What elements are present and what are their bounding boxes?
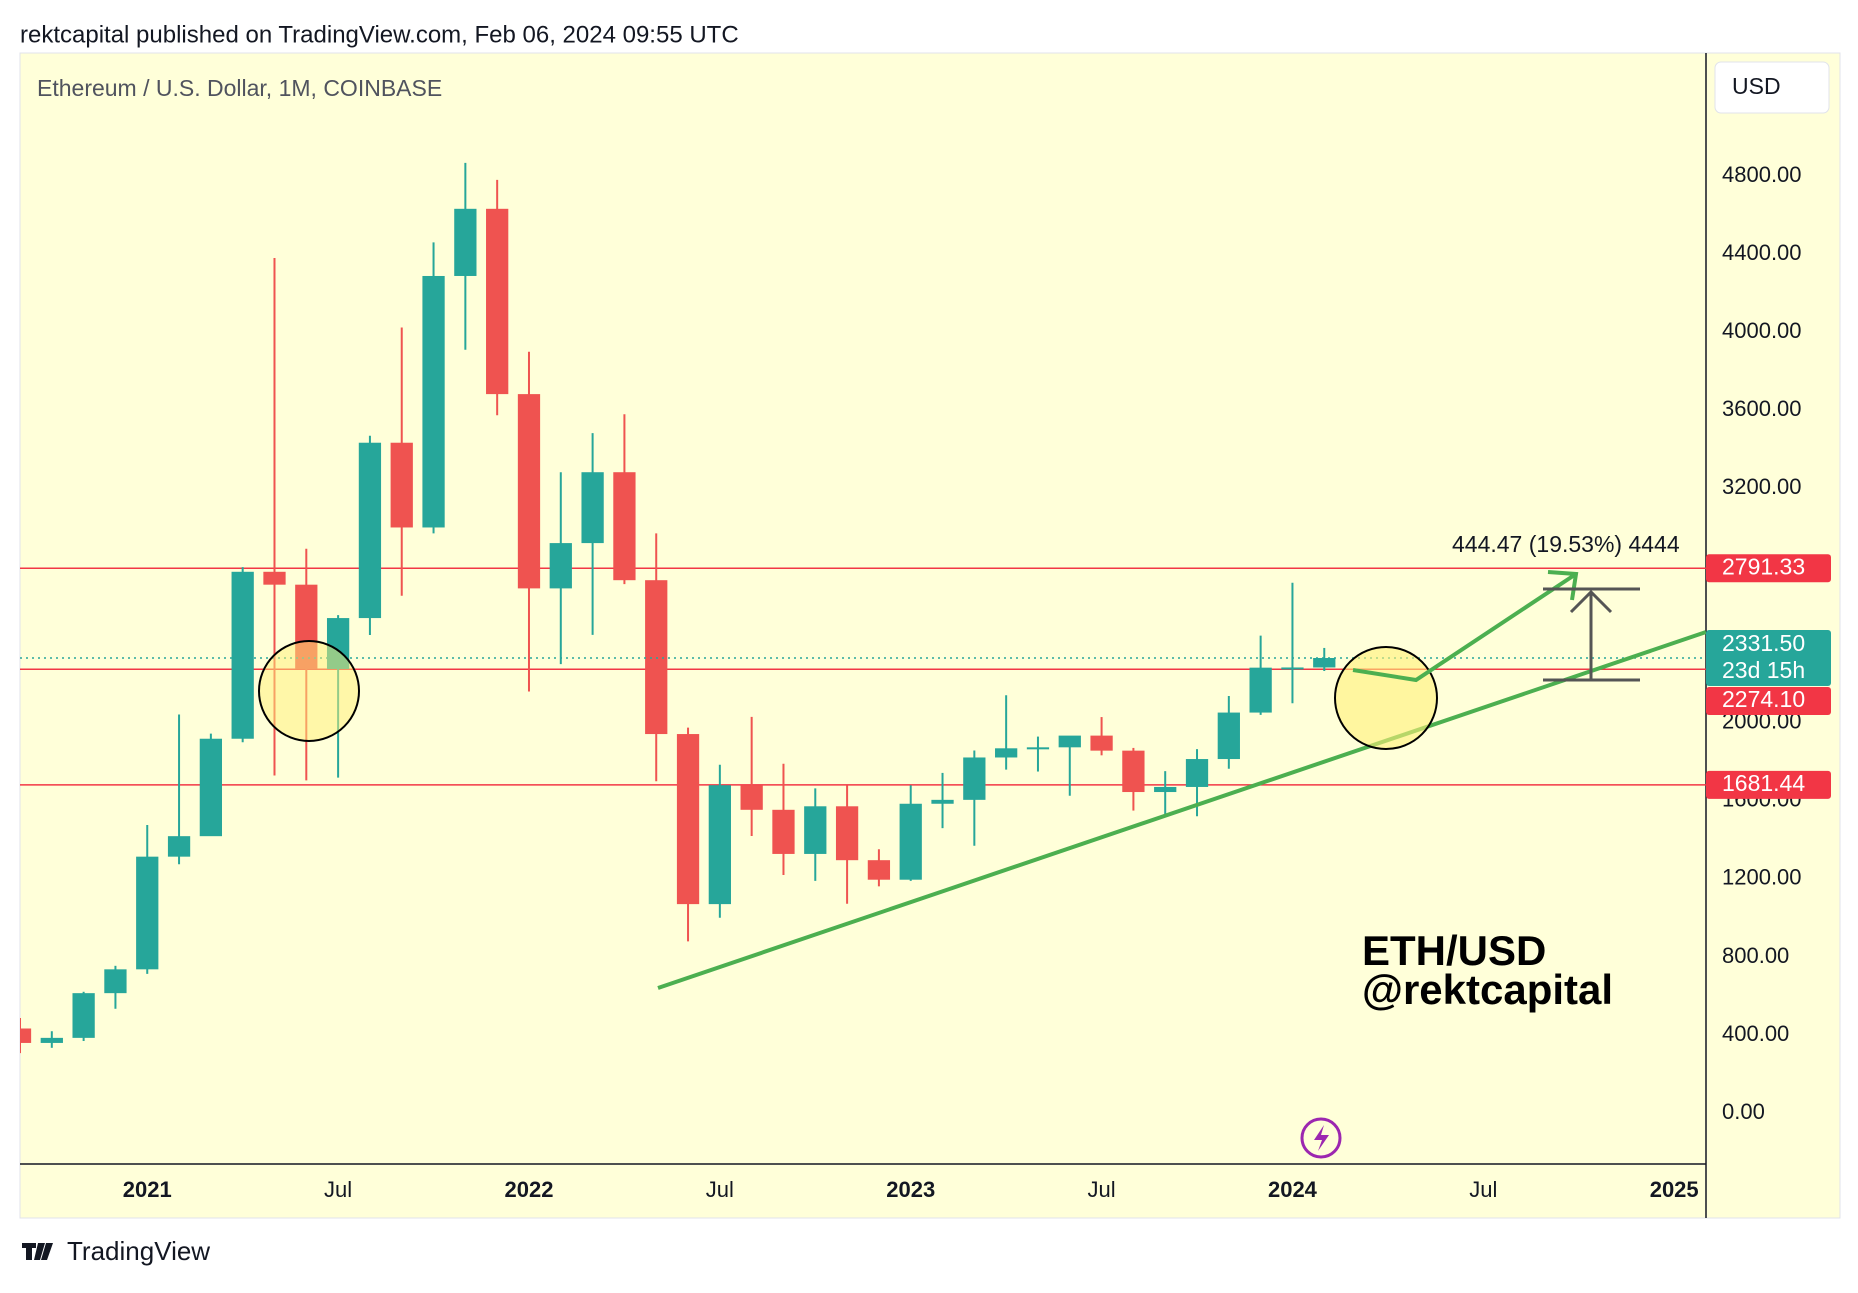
candle-body	[136, 856, 159, 970]
candle-body	[1185, 759, 1209, 787]
arrow-head	[1547, 570, 1579, 601]
logo	[22, 1243, 53, 1260]
footer-logo: TradingView	[22, 1236, 210, 1266]
level-label: 2274.10	[1722, 686, 1805, 712]
y-tick-label: 4400.00	[1722, 240, 1802, 265]
y-tick-label: 0.00	[1722, 1099, 1765, 1124]
candle-body	[613, 472, 636, 581]
candle-body	[104, 969, 127, 994]
chart-background	[19, 52, 1841, 1219]
candle-body	[40, 1037, 63, 1043]
candle-body	[1281, 667, 1304, 670]
y-tick-label: 4000.00	[1722, 318, 1802, 343]
y-tick-label: 3200.00	[1722, 474, 1802, 499]
currency-button[interactable]	[1714, 61, 1830, 114]
projection-arrow	[1352, 572, 1578, 683]
candle-body	[963, 757, 986, 800]
marks	[20, 162, 1706, 1054]
candle-body	[1217, 712, 1240, 760]
candle-body	[517, 394, 541, 589]
candle-body	[20, 1028, 32, 1043]
level-label: 2791.33	[1722, 553, 1805, 579]
watermark: @rektcapital	[1362, 966, 1613, 1013]
candle-body	[231, 571, 254, 739]
header: rektcapital published on TradingView.com…	[20, 21, 739, 48]
watermark: ETH/USD	[1362, 927, 1546, 974]
footer-brand: TradingView	[67, 1236, 210, 1266]
candle-body	[645, 580, 668, 735]
measure-arrow-head	[1569, 589, 1613, 614]
candle-body	[199, 738, 223, 837]
y-tick-label: 800.00	[1722, 943, 1789, 968]
candle-body	[486, 208, 509, 395]
x-tick-label: 2023	[886, 1177, 935, 1202]
level-tag	[1706, 686, 1831, 715]
candle-body	[1154, 786, 1177, 793]
candle-body	[422, 275, 445, 528]
candle-body	[1026, 747, 1050, 750]
candle-body	[549, 543, 572, 589]
x-tick-label: 2024	[1268, 1177, 1318, 1202]
candle-body	[1313, 657, 1336, 668]
x-tick-label: 2025	[1650, 1177, 1699, 1202]
candle-body	[835, 806, 859, 861]
y-tick-label: 3600.00	[1722, 396, 1802, 421]
y-tick-label: 1200.00	[1722, 865, 1802, 890]
candle-body	[676, 734, 700, 905]
candle-body	[708, 785, 731, 905]
event-icon[interactable]	[1300, 1117, 1342, 1159]
candle-body	[1058, 735, 1081, 748]
level-tag	[1706, 770, 1831, 799]
y-tick-label: 4800.00	[1722, 162, 1802, 187]
countdown-label: 23d 15h	[1722, 657, 1805, 683]
candle-body	[581, 472, 604, 544]
candle-body	[167, 836, 191, 857]
candle-body	[740, 785, 763, 810]
last-price-tag	[1706, 629, 1831, 686]
level-label: 1681.44	[1722, 770, 1805, 796]
candle-body	[454, 208, 477, 276]
last-price-label: 2331.50	[1722, 630, 1805, 656]
candle-body	[867, 860, 891, 880]
candle-body	[263, 571, 286, 585]
candle-body	[772, 809, 795, 854]
y-tick-label: 400.00	[1722, 1021, 1789, 1046]
x-tick-label: Jul	[706, 1177, 734, 1202]
highlight-circle	[1334, 646, 1438, 750]
measure-label: 444.47 (19.53%) 4444	[1452, 531, 1680, 557]
candle-body	[1090, 735, 1113, 751]
candle-body	[358, 442, 382, 619]
plot: 444.47 (19.53%) 4444 ETH/USD @rektcapita…	[20, 162, 1706, 1159]
x-tick-label: Jul	[1088, 1177, 1116, 1202]
symbol-title: Ethereum / U.S. Dollar, 1M, COINBASE	[37, 75, 442, 101]
x-tick-label: 2022	[505, 1177, 554, 1202]
candle-body	[1249, 667, 1272, 713]
candle-body	[804, 806, 827, 854]
trendline	[657, 630, 1706, 990]
highlight-circle	[258, 640, 360, 742]
candle-body	[390, 442, 413, 528]
candle-body	[931, 799, 954, 804]
x-tick-label: Jul	[1469, 1177, 1497, 1202]
candle-body	[72, 993, 95, 1038]
level-tag	[1706, 554, 1831, 583]
x-tick-label: Jul	[324, 1177, 352, 1202]
event-icon-bolt	[1314, 1125, 1329, 1151]
currency-label[interactable]: USD	[1732, 73, 1781, 99]
x-tick-label: 2021	[123, 1177, 172, 1202]
candle-body	[995, 748, 1018, 758]
candle-body	[899, 803, 922, 880]
candle-body	[1122, 750, 1145, 793]
